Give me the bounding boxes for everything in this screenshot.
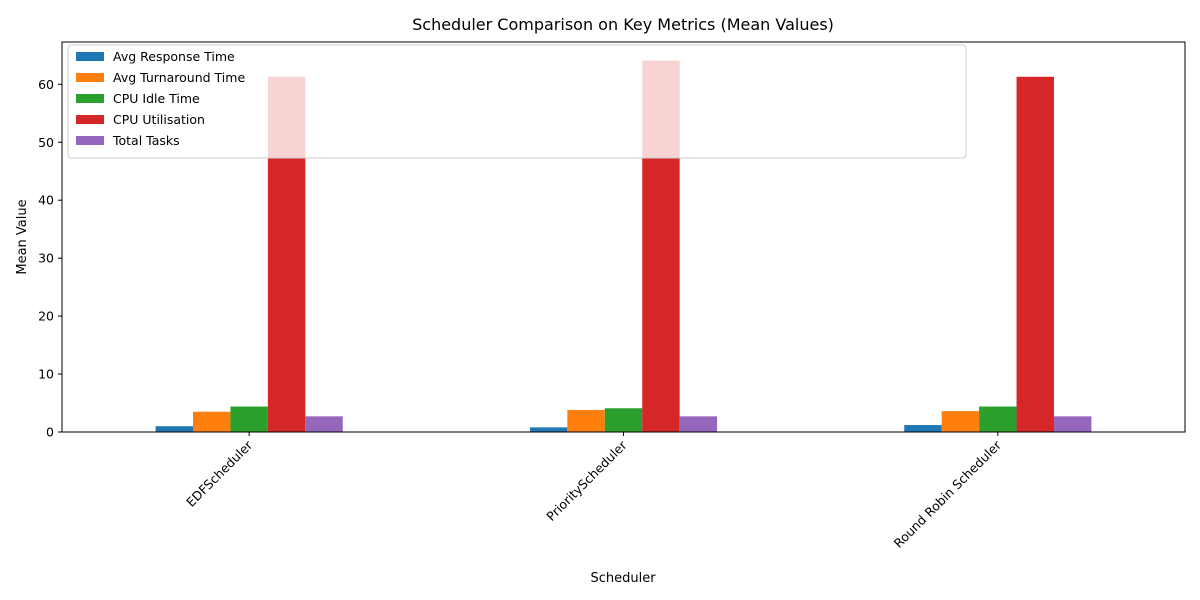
legend-label-2: CPU Idle Time [113, 91, 200, 106]
x-tick-label-0: EDFScheduler [183, 437, 256, 510]
y-axis-label: Mean Value [15, 199, 30, 274]
x-tick-label-1: PriorityScheduler [543, 437, 630, 524]
legend-label-4: Total Tasks [112, 133, 180, 148]
bar-avg-response-time-2 [904, 425, 942, 432]
bar-avg-turnaround-time-0 [193, 411, 231, 432]
bar-cpu-idle-time-0 [230, 406, 268, 432]
chart-title: Scheduler Comparison on Key Metrics (Mea… [412, 15, 834, 34]
legend-label-3: CPU Utilisation [113, 112, 205, 127]
y-tick-label-3: 30 [38, 251, 54, 266]
y-tick-label-2: 20 [38, 309, 54, 324]
bar-total-tasks-1 [679, 416, 718, 432]
legend-swatch-1 [76, 73, 104, 82]
legend-swatch-2 [76, 94, 104, 103]
bar-avg-turnaround-time-1 [567, 409, 605, 432]
bar-total-tasks-2 [1053, 416, 1092, 432]
plot-frame [61, 41, 1186, 433]
y-tick-label-0: 0 [46, 425, 54, 440]
legend-label-1: Avg Turnaround Time [113, 70, 245, 85]
y-tick-label-4: 40 [38, 193, 54, 208]
legend-swatch-4 [76, 136, 104, 145]
bar-cpu-idle-time-1 [604, 408, 643, 432]
bar-avg-response-time-0 [155, 426, 194, 432]
legend: Avg Response Time Avg Turnaround Time CPU … [67, 44, 967, 159]
x-tick-label-2: Round Robin Scheduler [891, 437, 1005, 551]
legend-swatch-0 [76, 52, 104, 61]
y-tick-label-5: 50 [38, 135, 54, 150]
y-axis-ticks: 0 10 20 30 40 50 60 [38, 77, 62, 440]
x-axis-label: Scheduler [590, 571, 656, 586]
bar-cpu-utilisation-2 [1016, 76, 1054, 433]
bar-avg-response-time-1 [529, 427, 568, 432]
legend-label-0: Avg Response Time [113, 49, 235, 64]
bar-cpu-idle-time-2 [979, 406, 1017, 432]
legend-box [67, 44, 967, 159]
bar-total-tasks-0 [305, 416, 343, 432]
bar-avg-turnaround-time-2 [941, 411, 980, 432]
x-axis-ticks: EDFScheduler PriorityScheduler Round Robin… [183, 432, 1005, 551]
y-tick-label-1: 10 [38, 367, 54, 382]
legend-swatch-3 [76, 115, 104, 124]
y-tick-label-6: 60 [38, 77, 54, 92]
